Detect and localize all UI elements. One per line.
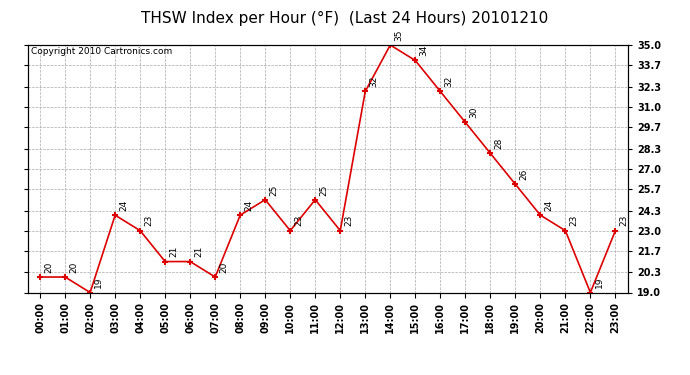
Text: 19: 19	[95, 277, 103, 288]
Text: 20: 20	[44, 261, 53, 273]
Text: 34: 34	[420, 45, 428, 56]
Text: 23: 23	[620, 215, 629, 226]
Text: 26: 26	[520, 169, 529, 180]
Text: 28: 28	[495, 138, 504, 149]
Text: 23: 23	[344, 215, 353, 226]
Text: 25: 25	[269, 184, 278, 195]
Text: 24: 24	[544, 200, 553, 211]
Text: 24: 24	[244, 200, 253, 211]
Text: 20: 20	[69, 261, 78, 273]
Text: THSW Index per Hour (°F)  (Last 24 Hours) 20101210: THSW Index per Hour (°F) (Last 24 Hours)…	[141, 11, 549, 26]
Text: 32: 32	[444, 76, 453, 87]
Text: Copyright 2010 Cartronics.com: Copyright 2010 Cartronics.com	[30, 48, 172, 57]
Text: 19: 19	[595, 277, 604, 288]
Text: 23: 23	[569, 215, 578, 226]
Text: 30: 30	[469, 106, 478, 118]
Text: 24: 24	[119, 200, 128, 211]
Text: 23: 23	[295, 215, 304, 226]
Text: 20: 20	[219, 261, 228, 273]
Text: 23: 23	[144, 215, 153, 226]
Text: 25: 25	[319, 184, 328, 195]
Text: 32: 32	[369, 76, 378, 87]
Text: 35: 35	[395, 29, 404, 41]
Text: 21: 21	[195, 246, 204, 257]
Text: 21: 21	[169, 246, 178, 257]
